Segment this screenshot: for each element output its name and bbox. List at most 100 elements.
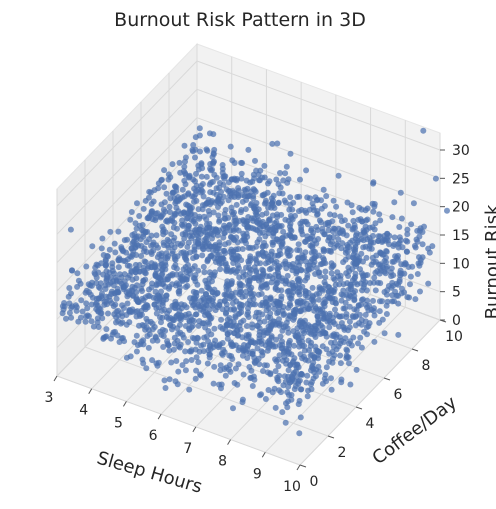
data-point bbox=[268, 265, 275, 272]
data-point bbox=[197, 148, 203, 155]
data-point bbox=[218, 316, 225, 323]
data-point bbox=[193, 253, 200, 260]
data-point bbox=[295, 364, 302, 371]
data-point bbox=[346, 303, 353, 310]
data-point bbox=[362, 318, 369, 325]
data-point bbox=[106, 246, 113, 253]
data-point bbox=[192, 375, 199, 382]
data-point bbox=[239, 399, 246, 406]
data-point bbox=[176, 308, 183, 314]
data-point bbox=[402, 261, 409, 267]
data-point bbox=[188, 216, 195, 223]
data-point bbox=[115, 312, 122, 319]
data-point bbox=[339, 240, 346, 247]
data-point bbox=[63, 315, 69, 322]
data-point bbox=[370, 179, 377, 186]
data-point bbox=[416, 228, 423, 234]
data-point bbox=[319, 225, 326, 232]
data-point bbox=[204, 257, 211, 264]
data-point bbox=[191, 198, 197, 205]
data-point bbox=[88, 301, 95, 308]
y-tick-label: 8 bbox=[422, 358, 431, 374]
data-point bbox=[347, 281, 354, 288]
data-point bbox=[335, 236, 342, 243]
data-point bbox=[412, 296, 419, 303]
data-point bbox=[176, 344, 183, 351]
data-point bbox=[293, 373, 300, 380]
data-point bbox=[108, 335, 114, 342]
data-point bbox=[274, 236, 281, 243]
data-point bbox=[289, 261, 296, 267]
data-point bbox=[102, 262, 109, 269]
data-point bbox=[194, 281, 201, 288]
data-point bbox=[142, 197, 149, 204]
data-point bbox=[249, 293, 256, 300]
data-point bbox=[169, 281, 176, 288]
data-point bbox=[227, 248, 234, 255]
data-point bbox=[333, 203, 340, 210]
data-point bbox=[220, 234, 227, 241]
data-point bbox=[291, 342, 297, 349]
data-point bbox=[217, 367, 224, 374]
data-point bbox=[320, 259, 327, 266]
data-point bbox=[273, 336, 279, 343]
data-point bbox=[184, 282, 191, 289]
y-axis-label: Coffee/Day bbox=[369, 392, 462, 469]
data-point bbox=[138, 253, 145, 259]
data-point bbox=[257, 302, 264, 308]
data-point bbox=[179, 186, 186, 193]
data-point bbox=[242, 347, 248, 354]
data-point bbox=[250, 373, 257, 380]
data-point bbox=[74, 283, 81, 290]
data-point bbox=[320, 248, 327, 255]
data-point bbox=[272, 284, 279, 291]
data-point bbox=[159, 270, 166, 277]
data-point bbox=[278, 345, 285, 352]
data-point bbox=[398, 215, 405, 222]
y-grid-line bbox=[56, 375, 301, 466]
data-point bbox=[337, 352, 344, 359]
data-point bbox=[208, 253, 215, 259]
data-point bbox=[345, 295, 352, 301]
z-axis-label: Burnout Risk bbox=[482, 204, 496, 319]
data-point bbox=[154, 337, 161, 344]
data-point bbox=[245, 223, 252, 230]
data-point bbox=[309, 200, 316, 207]
data-point bbox=[216, 301, 223, 308]
data-point bbox=[314, 348, 321, 355]
data-point bbox=[139, 356, 146, 363]
data-point bbox=[142, 303, 149, 310]
data-point bbox=[275, 199, 282, 206]
data-point bbox=[391, 241, 398, 248]
data-point bbox=[113, 277, 120, 284]
data-point bbox=[246, 193, 253, 199]
data-point bbox=[331, 212, 338, 219]
data-point bbox=[210, 380, 217, 387]
data-point bbox=[192, 191, 199, 198]
data-point bbox=[240, 217, 247, 223]
data-point bbox=[239, 160, 246, 166]
z-tick-label: 30 bbox=[452, 143, 470, 159]
data-point bbox=[140, 264, 147, 271]
data-point bbox=[182, 367, 189, 374]
data-point bbox=[68, 314, 75, 321]
data-point bbox=[218, 198, 225, 205]
data-point bbox=[209, 178, 216, 185]
data-point bbox=[391, 234, 398, 241]
data-point bbox=[404, 231, 411, 238]
data-point bbox=[268, 333, 275, 340]
data-point bbox=[313, 265, 320, 272]
data-point bbox=[196, 215, 203, 222]
data-point bbox=[203, 225, 210, 232]
data-point bbox=[263, 303, 270, 309]
data-point bbox=[186, 173, 193, 180]
data-point bbox=[273, 176, 280, 183]
data-point bbox=[160, 206, 167, 213]
data-point bbox=[141, 269, 148, 276]
data-point bbox=[320, 315, 327, 322]
data-point bbox=[377, 261, 384, 268]
data-point bbox=[229, 300, 236, 307]
data-point bbox=[345, 222, 352, 229]
data-point bbox=[155, 359, 162, 366]
data-point bbox=[167, 322, 174, 329]
